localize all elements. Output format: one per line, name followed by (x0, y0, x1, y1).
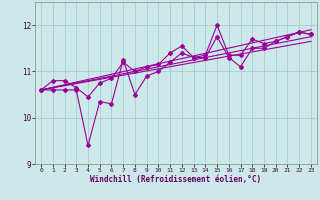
X-axis label: Windchill (Refroidissement éolien,°C): Windchill (Refroidissement éolien,°C) (91, 175, 261, 184)
